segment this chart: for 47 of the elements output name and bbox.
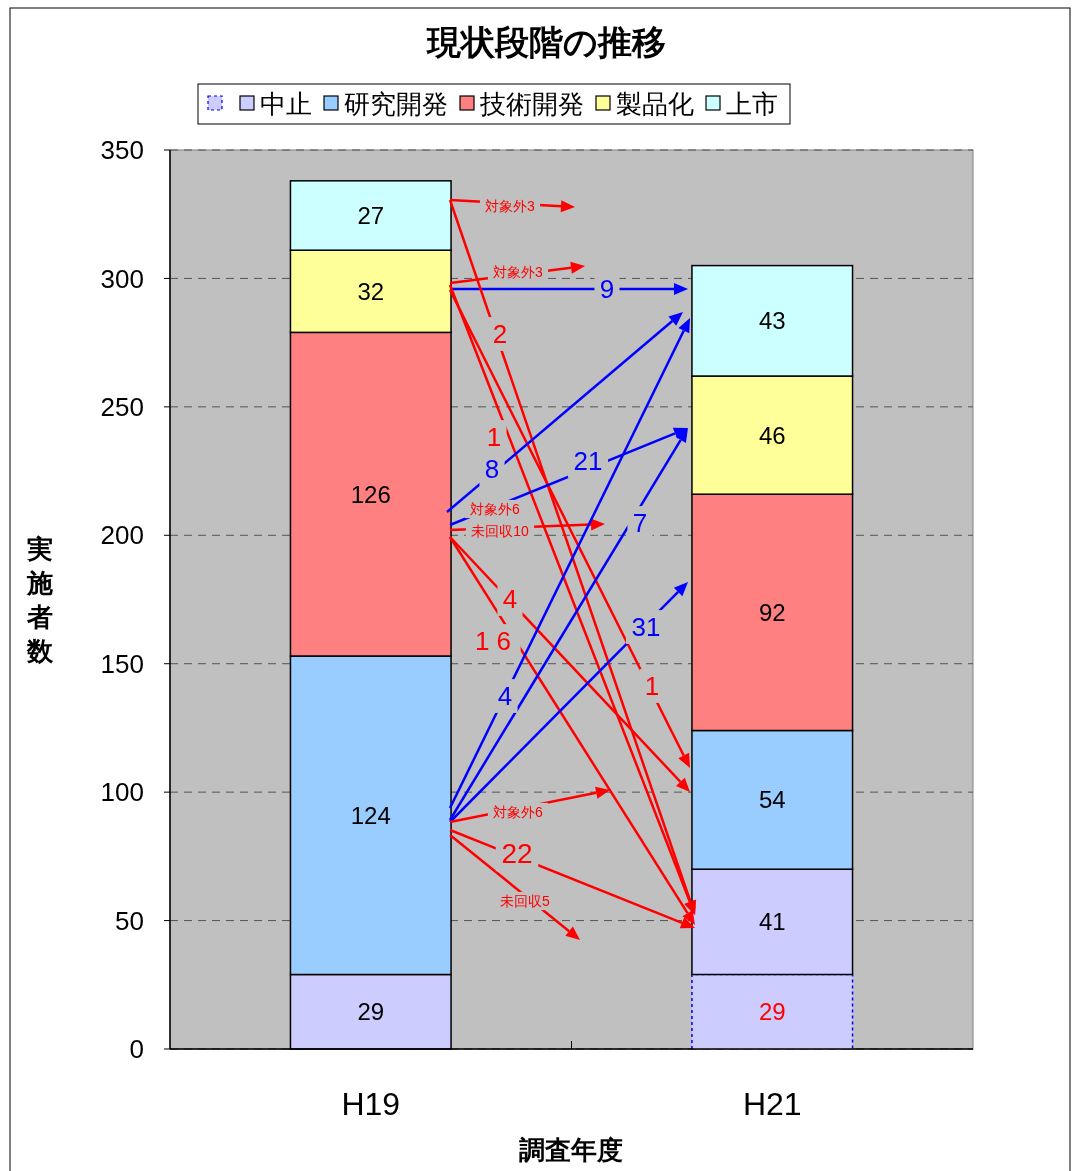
- x-tick-label: H19: [341, 1086, 401, 1123]
- data-label: 46: [758, 421, 786, 449]
- y-tick-label: 100: [100, 777, 144, 808]
- annotation: 1 6: [474, 626, 512, 657]
- annotation: 22: [501, 837, 533, 869]
- annotation: 2: [492, 319, 508, 350]
- y-tick-label: 300: [100, 263, 144, 294]
- annotation: 8: [484, 454, 500, 485]
- legend-label: 中止: [260, 89, 312, 120]
- annotation: 31: [631, 612, 661, 643]
- annotation: 対象外3: [493, 263, 544, 280]
- data-label: 92: [758, 598, 786, 626]
- annotation: 対象外3: [485, 197, 536, 214]
- chart-title: 現状段階の推移: [426, 22, 666, 61]
- legend-label: 上市: [726, 89, 778, 120]
- annotation: 7: [632, 508, 648, 539]
- data-label: 124: [350, 801, 391, 829]
- data-label: 54: [758, 786, 786, 814]
- legend-label: 製品化: [616, 89, 694, 120]
- annotation: 未回収5: [500, 892, 551, 909]
- annotation: 1: [644, 671, 660, 702]
- data-label: 27: [357, 201, 385, 229]
- data-label: 43: [758, 307, 786, 335]
- x-axis-title: 調査年度: [519, 1135, 623, 1166]
- data-label: 29: [758, 998, 786, 1026]
- data-label: 126: [350, 480, 391, 508]
- y-tick-label: 250: [100, 391, 144, 422]
- x-tick-label: H21: [742, 1086, 802, 1123]
- legend-label: 研究開発: [344, 89, 448, 120]
- annotation: 21: [573, 446, 603, 477]
- annotation: 4: [502, 584, 518, 615]
- y-tick-label: 200: [100, 520, 144, 551]
- y-tick-label: 50: [115, 905, 144, 936]
- y-axis-title: 実施者数: [26, 534, 54, 667]
- annotation: 4: [497, 681, 513, 712]
- data-label: 29: [357, 998, 385, 1026]
- data-label: 32: [357, 277, 385, 305]
- annotation: 1: [486, 422, 502, 453]
- y-tick-label: 0: [129, 1034, 144, 1065]
- annotation: 9: [599, 273, 615, 304]
- annotation: 未回収10: [471, 522, 529, 539]
- annotation: 対象外6: [470, 500, 521, 517]
- data-label: 41: [758, 908, 786, 936]
- y-tick-label: 350: [100, 135, 144, 166]
- annotation: 対象外6: [493, 803, 544, 820]
- legend-label: 技術開発: [479, 89, 584, 120]
- y-tick-label: 150: [100, 648, 144, 679]
